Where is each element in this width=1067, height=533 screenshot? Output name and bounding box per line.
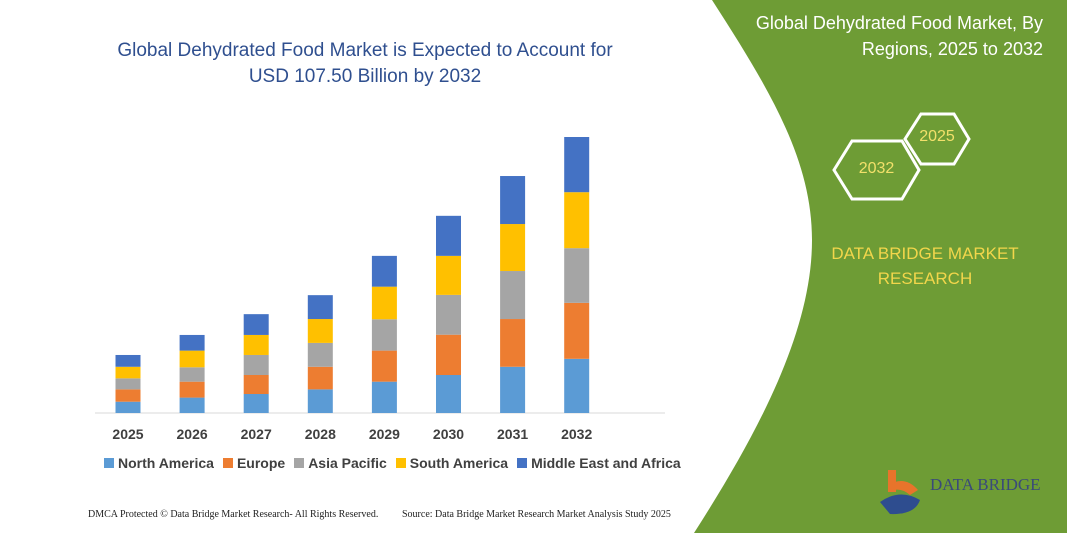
bar-segment-2026-asia-pacific	[179, 367, 205, 382]
bar-segment-2028-europe	[307, 366, 333, 390]
legend-swatch	[222, 458, 233, 468]
footer-copyright: DMCA Protected © Data Bridge Market Rese…	[88, 509, 379, 520]
bar-segment-2031-europe	[500, 319, 526, 367]
bar-segment-2031-south-america	[500, 224, 526, 272]
bar-segment-2028-south-america	[307, 319, 333, 343]
x-tick-label: 2030	[433, 426, 464, 442]
legend-label: Europe	[236, 455, 286, 471]
bar-segment-2025-south-america	[115, 366, 141, 379]
bar-segment-2031-middle-east-and-africa	[500, 176, 526, 225]
x-tick-label: 2027	[241, 426, 272, 442]
hex-label-2025: 2025	[919, 128, 955, 145]
bar-segment-2030-europe	[436, 334, 461, 376]
bar-segment-2029-south-america	[371, 286, 397, 320]
bar-segment-2025-middle-east-and-africa	[115, 354, 141, 367]
legend-label: South America	[409, 455, 509, 471]
bar-segment-2030-asia-pacific	[436, 294, 461, 335]
legend-item: Asia Pacific	[294, 455, 387, 471]
footer-source: Source: Data Bridge Market Research Mark…	[402, 509, 671, 520]
side-panel-title: Global Dehydrated Food Market, By Region…	[755, 13, 1043, 59]
x-tick-label: 2025	[112, 426, 143, 442]
bar-segment-2031-north-america	[500, 366, 526, 413]
legend-swatch	[517, 458, 528, 468]
bar-segment-2032-asia-pacific	[564, 248, 590, 303]
bar-segment-2028-north-america	[307, 389, 333, 413]
legend-label: Asia Pacific	[308, 455, 387, 471]
bar-segment-2026-europe	[179, 381, 205, 398]
bar-segment-2027-asia-pacific	[243, 354, 269, 376]
bar-segment-2025-north-america	[115, 401, 141, 413]
brand-text: DATA BRIDGE MARKET RESEARCH	[831, 244, 1019, 288]
bar-segment-2030-middle-east-and-africa	[436, 215, 461, 256]
x-tick-labels: 2025 2026 2027 2028 2029 2030 2031 2032	[112, 426, 592, 442]
legend: North America Europe Asia Pacific South Ame…	[104, 455, 681, 471]
bar-segment-2028-middle-east-and-africa	[307, 295, 333, 320]
bar-segment-2025-asia-pacific	[115, 378, 141, 390]
bar-segment-2032-europe	[564, 302, 590, 359]
bars	[115, 137, 590, 413]
bar-segment-2025-europe	[115, 389, 141, 402]
bar-segment-2029-middle-east-and-africa	[371, 255, 397, 287]
bar-segment-2027-europe	[243, 375, 269, 395]
hex-label-2032: 2032	[858, 160, 895, 177]
bar-segment-2027-north-america	[243, 394, 269, 413]
bar-segment-2028-asia-pacific	[307, 342, 333, 367]
x-tick-label: 2031	[497, 426, 528, 442]
bar-segment-2030-north-america	[436, 375, 461, 413]
legend-item: Middle East and Africa	[517, 455, 681, 471]
legend-swatch	[104, 458, 114, 468]
legend-item: South America	[395, 455, 509, 471]
x-tick-label: 2028	[305, 426, 336, 442]
green-panel	[694, 0, 1067, 533]
legend-swatch	[294, 458, 305, 468]
bar-segment-2026-south-america	[179, 350, 205, 368]
bar-segment-2029-asia-pacific	[371, 319, 397, 351]
legend-label: Middle East and Africa	[531, 455, 681, 471]
bar-segment-2032-middle-east-and-africa	[564, 137, 590, 193]
bar-segment-2032-north-america	[564, 358, 590, 413]
legend-swatch	[395, 458, 406, 468]
bar-segment-2027-middle-east-and-africa	[243, 314, 269, 335]
hexagon-2025	[903, 112, 971, 166]
legend-label: North America	[118, 455, 214, 471]
bar-segment-2030-south-america	[436, 255, 461, 295]
data-bridge-logo-icon	[880, 470, 920, 515]
bar-segment-2031-asia-pacific	[500, 271, 526, 320]
bar-segment-2032-south-america	[564, 192, 590, 249]
bar-segment-2027-south-america	[243, 334, 269, 355]
legend-item: Europe	[222, 455, 286, 471]
bar-segment-2026-north-america	[179, 397, 205, 413]
x-tick-label: 2029	[369, 426, 400, 442]
bar-segment-2029-europe	[371, 350, 397, 382]
bar-segment-2026-middle-east-and-africa	[179, 334, 205, 351]
legend-item: North America	[104, 455, 214, 471]
hexagon-2032	[832, 139, 921, 201]
chart-title: Global Dehydrated Food Market is Expecte…	[117, 40, 613, 87]
x-tick-label: 2026	[177, 426, 208, 442]
x-tick-label: 2032	[561, 426, 592, 442]
bar-segment-2029-north-america	[371, 381, 397, 413]
logo-text: DATA BRIDGE	[930, 475, 1041, 494]
